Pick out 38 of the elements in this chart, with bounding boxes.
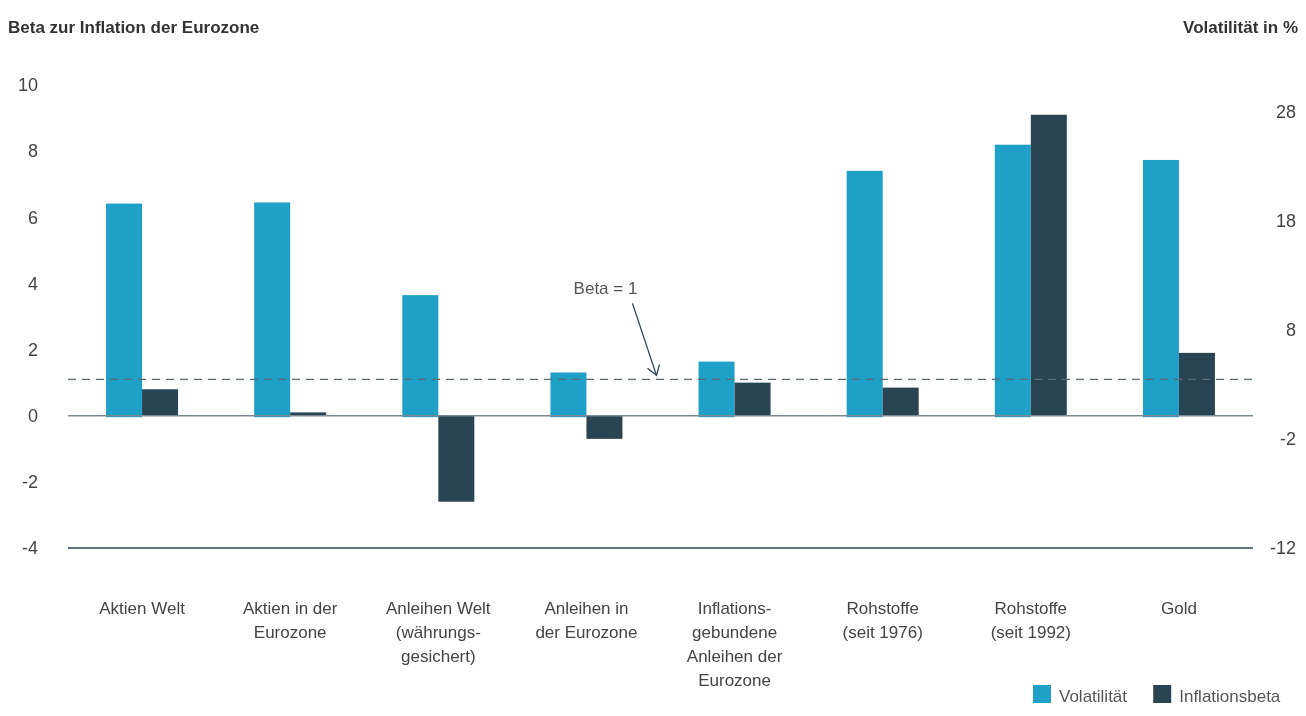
- y-axis-title: Beta zur Inflation der Eurozone: [8, 18, 260, 37]
- bar: [882, 387, 919, 416]
- y2-tick-label: -2: [1279, 429, 1296, 450]
- y-tick-label: 8: [27, 141, 38, 162]
- bar: [106, 203, 143, 418]
- bar: [550, 372, 587, 418]
- ref-line-label: Beta = 1: [573, 279, 638, 299]
- bar: [846, 170, 883, 418]
- x-tick-label: Rohstoffe (seit 1976): [842, 599, 923, 642]
- bar: [1178, 352, 1215, 416]
- y-tick-label: 0: [27, 406, 38, 427]
- bar: [254, 202, 291, 418]
- x-tick-label: Aktien in der Eurozone: [242, 599, 338, 642]
- x-tick-label: Inflations- gebundene Anleihen der Eurozone: [686, 599, 783, 690]
- x-tick-label: Anleihen in der Eurozone: [535, 599, 638, 642]
- x-tick-label: Anleihen Welt (währungs- gesichert): [386, 599, 491, 666]
- y-tick-label: 4: [27, 273, 38, 294]
- x-tick-label: Gold: [1160, 599, 1197, 618]
- bar: [142, 389, 179, 416]
- y-tick-label: -2: [21, 472, 38, 493]
- y2-tick-label: 8: [1285, 320, 1296, 341]
- x-tick-label: Rohstoffe (seit 1992): [990, 599, 1071, 642]
- bar: [402, 295, 439, 418]
- y2-tick-label: 28: [1275, 102, 1296, 123]
- y-tick-label: -4: [21, 538, 38, 559]
- y-tick-label: 10: [17, 75, 38, 96]
- legend-label: Volatilität: [1059, 687, 1128, 706]
- bar: [1142, 159, 1179, 418]
- bar: [586, 415, 623, 439]
- y-tick-label: 2: [27, 339, 38, 360]
- y2-tick-label: 18: [1275, 211, 1296, 232]
- bar: [438, 415, 475, 502]
- y2-axis-title: Volatilität in %: [1183, 18, 1298, 37]
- bar: [290, 412, 327, 416]
- legend-label: Inflationsbeta: [1179, 687, 1281, 706]
- y-tick-label: 6: [27, 207, 38, 228]
- x-tick-label: Aktien Welt: [99, 599, 186, 618]
- y2-tick-label: -12: [1269, 538, 1296, 559]
